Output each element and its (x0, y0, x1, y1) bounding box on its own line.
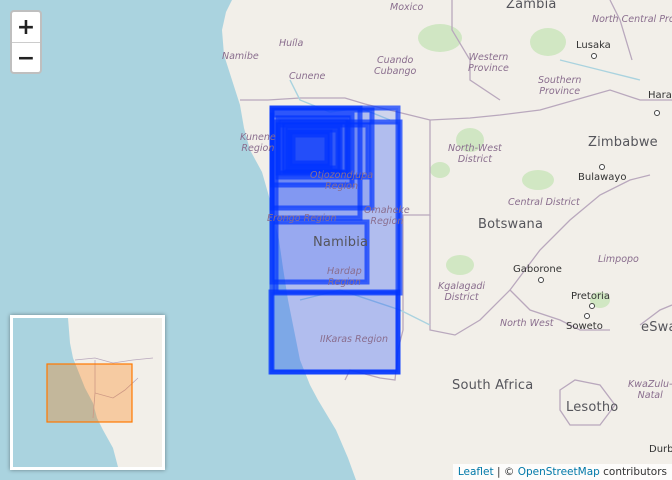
bbox-overlays (268, 105, 403, 375)
attribution: Leaflet | © OpenStreetMap contributors (452, 464, 672, 480)
bbox-rect (290, 132, 330, 166)
minimap-tiles (13, 318, 162, 467)
bbox-rect (269, 219, 370, 285)
minimap-land (68, 318, 162, 467)
minimap[interactable] (10, 315, 165, 470)
zoom-out-button[interactable]: − (16, 45, 36, 71)
city-dots (538, 53, 660, 319)
bbox-rect (275, 122, 371, 180)
park-areas (418, 24, 610, 308)
attribution-suffix: contributors (599, 466, 667, 478)
osm-link[interactable]: OpenStreetMap (517, 466, 600, 478)
leaflet-link[interactable]: Leaflet (457, 466, 494, 478)
zoom-in-button[interactable]: + (12, 12, 40, 43)
bbox-rect (287, 129, 333, 169)
minimap-view-rect (46, 363, 133, 423)
attribution-separator: | © (493, 466, 518, 478)
zoom-control: + − (10, 10, 42, 74)
